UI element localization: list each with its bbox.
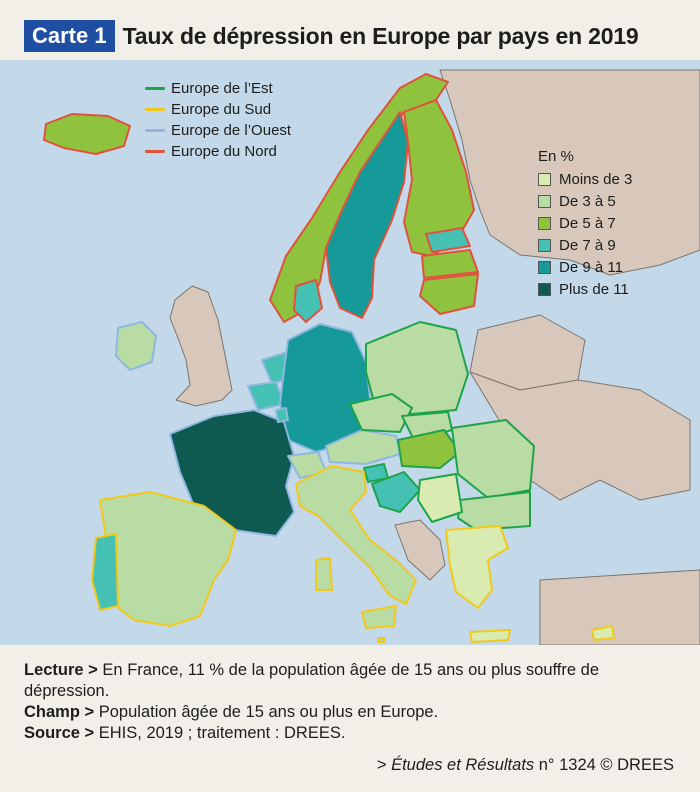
country-cyprus [591,625,615,641]
region-legend-west: Europe de l’Ouest [145,120,291,141]
legend-line-west [145,129,165,132]
land-uk [169,285,233,407]
note-lecture: Lecture > En France, 11 % de la populati… [24,660,684,702]
note-champ-label: Champ > [24,703,95,721]
value-legend-label: De 9 à 11 [559,259,623,276]
country-crete [469,629,511,643]
note-lecture-label: Lecture > [24,661,98,679]
value-legend-label: De 7 à 9 [559,237,616,254]
value-legend-label: Moins de 3 [559,171,633,188]
value-legend-label: De 5 à 7 [559,215,616,232]
land-turkey [539,569,700,645]
value-legend-unit: En % [538,148,574,165]
country-ireland [115,321,157,371]
country-belgium [247,381,285,411]
note-source-label: Source > [24,724,95,742]
region-legend-label: Europe de l’Ouest [171,122,292,139]
country-portugal [91,533,119,611]
publication-credit: > Études et Résultats n° 1324 © DREES [377,756,674,775]
country-estonia [425,227,471,253]
value-legend-label: De 3 à 5 [559,193,616,210]
note-lecture-text: En France, 11 % de la population âgée de… [24,661,600,700]
value-legend-item: Moins de 3 [538,169,632,190]
country-luxembourg [275,407,289,423]
country-denmark [293,279,323,323]
value-legend-item: De 5 à 7 [538,213,632,234]
land-russia-north [439,69,700,276]
region-legend-label: Europe de l’Est [171,80,273,97]
region-legend-south: Europe du Sud [145,99,291,120]
map-title: Taux de dépression en Europe par pays en… [122,22,639,49]
land-balkans-west [394,519,446,581]
country-lithuania [419,273,479,315]
legend-swatch [538,261,551,274]
country-malta [377,637,385,643]
credit-suffix: n° 1324 © DREES [538,756,674,774]
note-source-text: EHIS, 2019 ; traitement : DREES. [98,724,346,742]
note-source: Source > EHIS, 2019 ; traitement : DREES… [24,723,684,744]
legend-swatch [538,217,551,230]
country-bulgaria [457,491,531,531]
country-iceland [43,113,131,155]
region-legend-label: Europe du Nord [171,143,277,160]
value-legend-item: De 7 à 9 [538,235,632,256]
legend-line-south [145,108,165,111]
region-legend: Europe de l’Est Europe du Sud Europe de … [145,78,291,162]
europe-map [0,60,700,645]
value-legend: En % Moins de 3 De 3 à 5 De 5 à 7 De 7 à… [538,146,632,301]
value-legend-label: Plus de 11 [559,281,629,298]
legend-swatch [538,283,551,296]
country-sardinia [315,557,333,591]
region-legend-east: Europe de l’Est [145,78,291,99]
legend-swatch [538,173,551,186]
value-legend-item: Plus de 11 [538,279,632,300]
note-champ-text: Population âgée de 15 ans ou plus en Eur… [98,703,439,721]
note-champ: Champ > Population âgée de 15 ans ou plu… [24,702,684,723]
region-legend-north: Europe du Nord [145,141,291,162]
legend-line-north [145,150,165,153]
country-serbia [417,473,463,523]
map-number-tag: Carte 1 [24,20,115,52]
legend-swatch [538,195,551,208]
value-legend-item: De 9 à 11 [538,257,632,278]
map-notes: Lecture > En France, 11 % de la populati… [24,660,684,744]
map-header: Carte 1 Taux de dépression en Europe par… [24,20,639,52]
country-sicily [361,605,397,629]
credit-publication: Études et Résultats [391,756,535,774]
region-legend-label: Europe du Sud [171,101,272,118]
country-poland [365,321,469,415]
country-romania [451,419,535,499]
country-greece [445,525,509,609]
credit-prefix: > [376,756,387,774]
value-legend-item: De 3 à 5 [538,191,632,212]
legend-line-east [145,87,165,90]
country-italy [295,465,417,605]
country-latvia [421,249,479,279]
country-sweden [325,111,409,319]
country-hungary [397,429,461,469]
country-croatia [371,471,421,513]
legend-swatch [538,239,551,252]
